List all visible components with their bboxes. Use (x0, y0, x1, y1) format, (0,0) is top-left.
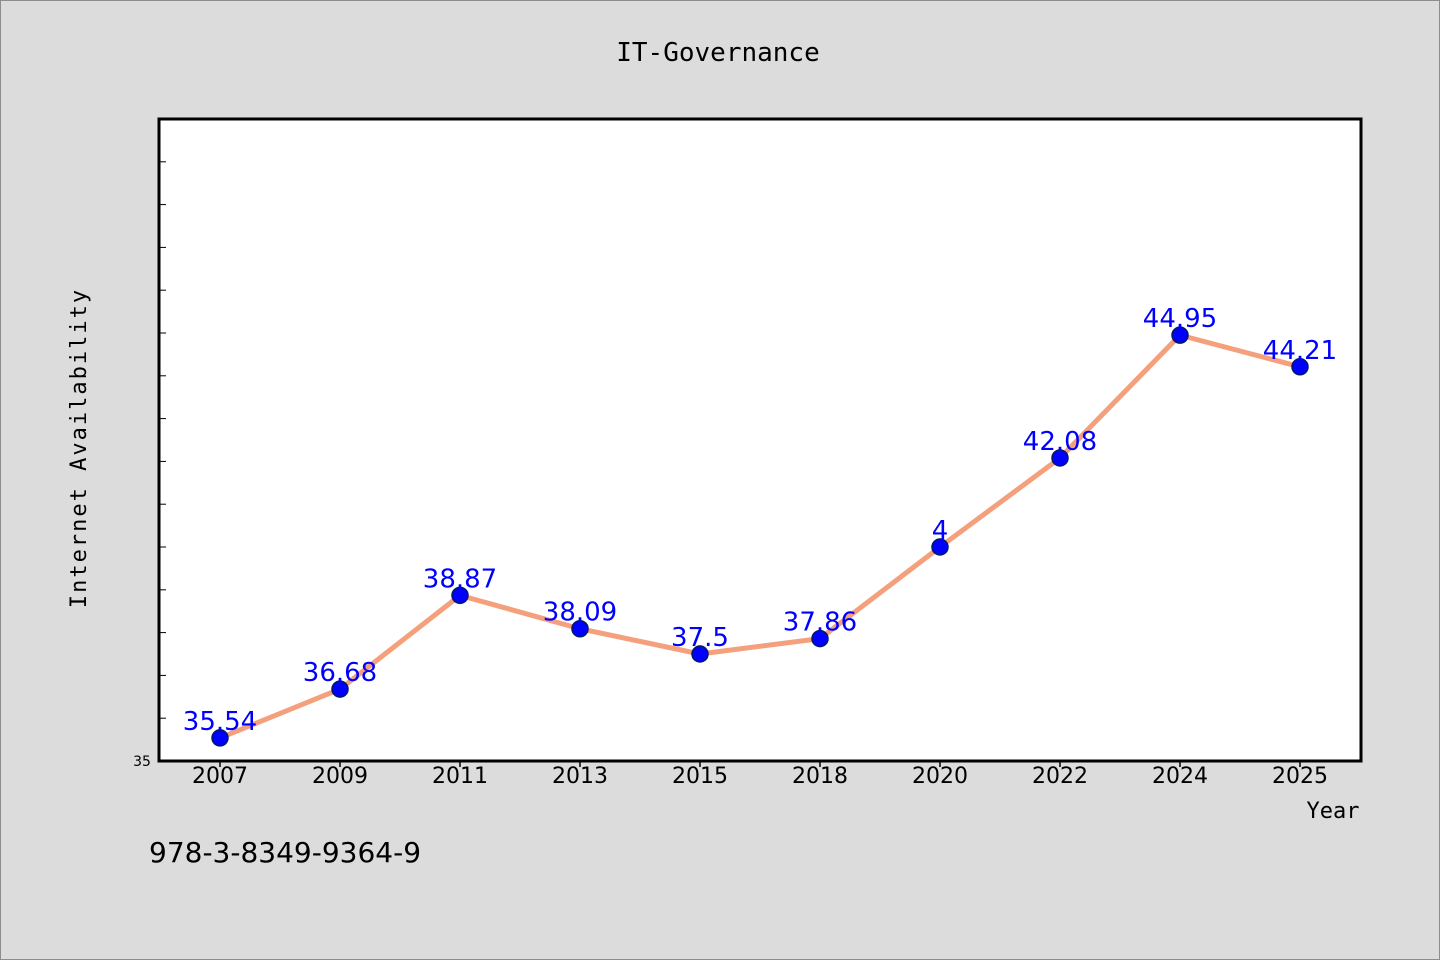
chart-title: IT-Governance (616, 38, 820, 68)
y-axis-label: Internet Availability (67, 288, 92, 608)
x-axis-ticks: 2007 2009 2011 2013 2015 2018 2020 2022 2024 2025 (192, 761, 1328, 789)
data-point (571, 619, 589, 638)
x-axis-tick-label: 2018 (792, 764, 848, 789)
x-axis-tick-label: 2007 (192, 764, 248, 789)
data-point (931, 538, 949, 556)
data-label: 44.21 (1263, 336, 1337, 366)
x-axis-tick-label: 2025 (1272, 764, 1328, 789)
data-label: 44.95 (1143, 304, 1217, 334)
data-label: 38.09 (543, 598, 617, 628)
data-label: 4 (932, 516, 949, 546)
x-axis-tick-label: 2022 (1032, 764, 1088, 789)
x-axis-tick-label: 2009 (312, 764, 368, 789)
x-axis-tick-label: 2024 (1152, 764, 1208, 789)
data-point (1051, 449, 1069, 467)
data-label: 36.68 (303, 658, 377, 688)
data-point (1171, 326, 1189, 344)
data-label: 37.86 (783, 608, 857, 638)
data-point (331, 680, 349, 698)
x-axis-tick-label: 2013 (552, 764, 608, 789)
y-axis-tick-label: 35 (133, 754, 151, 770)
x-axis-tick-label: 2015 (672, 764, 728, 789)
data-point (451, 586, 469, 605)
data-point (211, 729, 229, 747)
data-label: 35.54 (183, 707, 257, 737)
data-point (811, 629, 829, 648)
plot-area (157, 117, 1363, 763)
data-point (691, 645, 709, 663)
y-axis-ticks (159, 161, 166, 719)
x-axis-label: Year (1307, 799, 1360, 824)
footer-isbn-text: 978-3-8349-9364-9 (149, 836, 421, 869)
data-label: 42.08 (1023, 427, 1097, 457)
x-axis-tick-label: 2011 (432, 764, 488, 789)
x-axis-tick-label: 2020 (912, 764, 968, 789)
data-point (1291, 358, 1309, 376)
series-line (217, 332, 1303, 741)
data-label: 38.87 (423, 564, 497, 594)
series-layer: 35.54 36.68 38.87 38.09 37.5 37.86 4 42.08 44.95… (183, 304, 1337, 747)
data-label: 37.5 (671, 623, 729, 653)
